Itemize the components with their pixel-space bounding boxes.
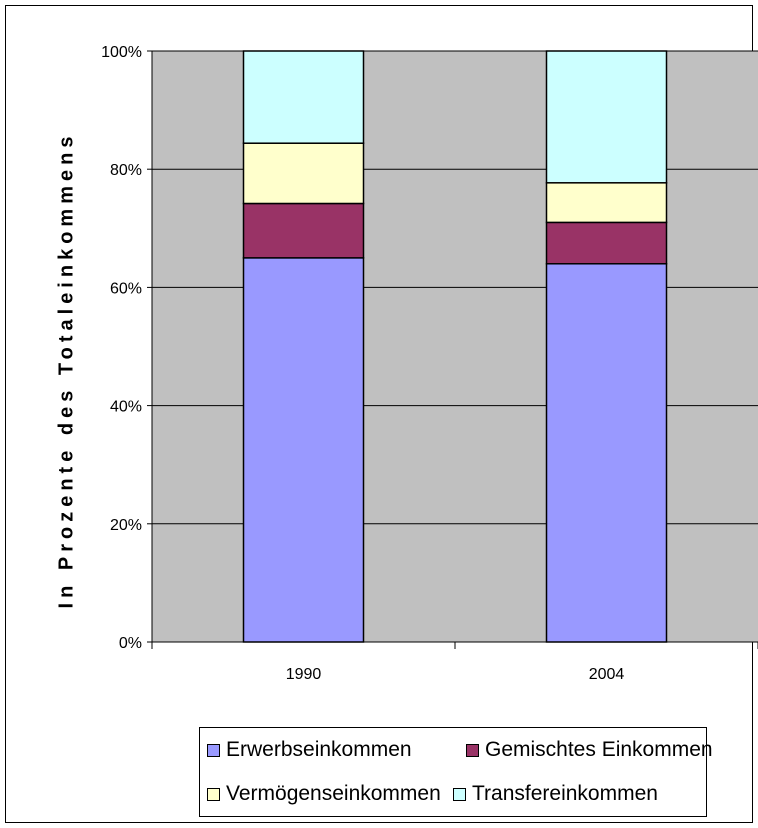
bar-segment — [242, 202, 365, 259]
bars — [242, 50, 668, 643]
x-tick-label: 2004 — [589, 666, 625, 683]
legend-item-vermoegenseinkommen: Vermögenseinkommen — [207, 782, 441, 806]
legend-swatch — [453, 787, 466, 801]
legend-swatch — [207, 743, 220, 757]
legend-item-erwerbseinkommen: Erwerbseinkommen — [207, 738, 412, 762]
legend-swatch — [466, 743, 479, 757]
legend-label: Erwerbseinkommen — [226, 738, 412, 761]
y-tick-label: 0% — [119, 635, 142, 652]
legend-item-gemischtes-einkommen: Gemischtes Einkommen — [466, 738, 713, 762]
bar-segment — [545, 263, 668, 643]
legend: Erwerbseinkommen Gemischtes Einkommen Ve… — [199, 727, 713, 817]
bar-segment — [242, 142, 365, 205]
bar-segment — [242, 257, 365, 643]
legend-label: Transfereinkommen — [472, 782, 658, 805]
legend-swatch — [207, 787, 220, 801]
x-tick-label: 1990 — [286, 666, 322, 683]
y-tick-label: 40% — [110, 399, 142, 416]
y-tick-label: 100% — [101, 44, 142, 61]
x-tick-labels: 1990 2004 — [286, 666, 625, 683]
y-axis-label: In Prozente des Totaleinkommens — [55, 131, 78, 609]
y-tick-label: 20% — [110, 517, 142, 534]
y-tick-label: 60% — [110, 280, 142, 297]
bar-segment — [242, 50, 365, 144]
y-tick-label: 80% — [110, 162, 142, 179]
legend-label: Vermögenseinkommen — [226, 782, 441, 805]
legend-label: Gemischtes Einkommen — [485, 738, 713, 761]
bar-segment — [545, 221, 668, 265]
bar-segment — [545, 182, 668, 224]
y-tick-labels: 0% 20% 40% 60% 80% 100% — [101, 44, 142, 652]
axes — [147, 50, 758, 649]
bar-segment — [545, 50, 668, 184]
legend-item-transfereinkommen: Transfereinkommen — [453, 782, 658, 806]
